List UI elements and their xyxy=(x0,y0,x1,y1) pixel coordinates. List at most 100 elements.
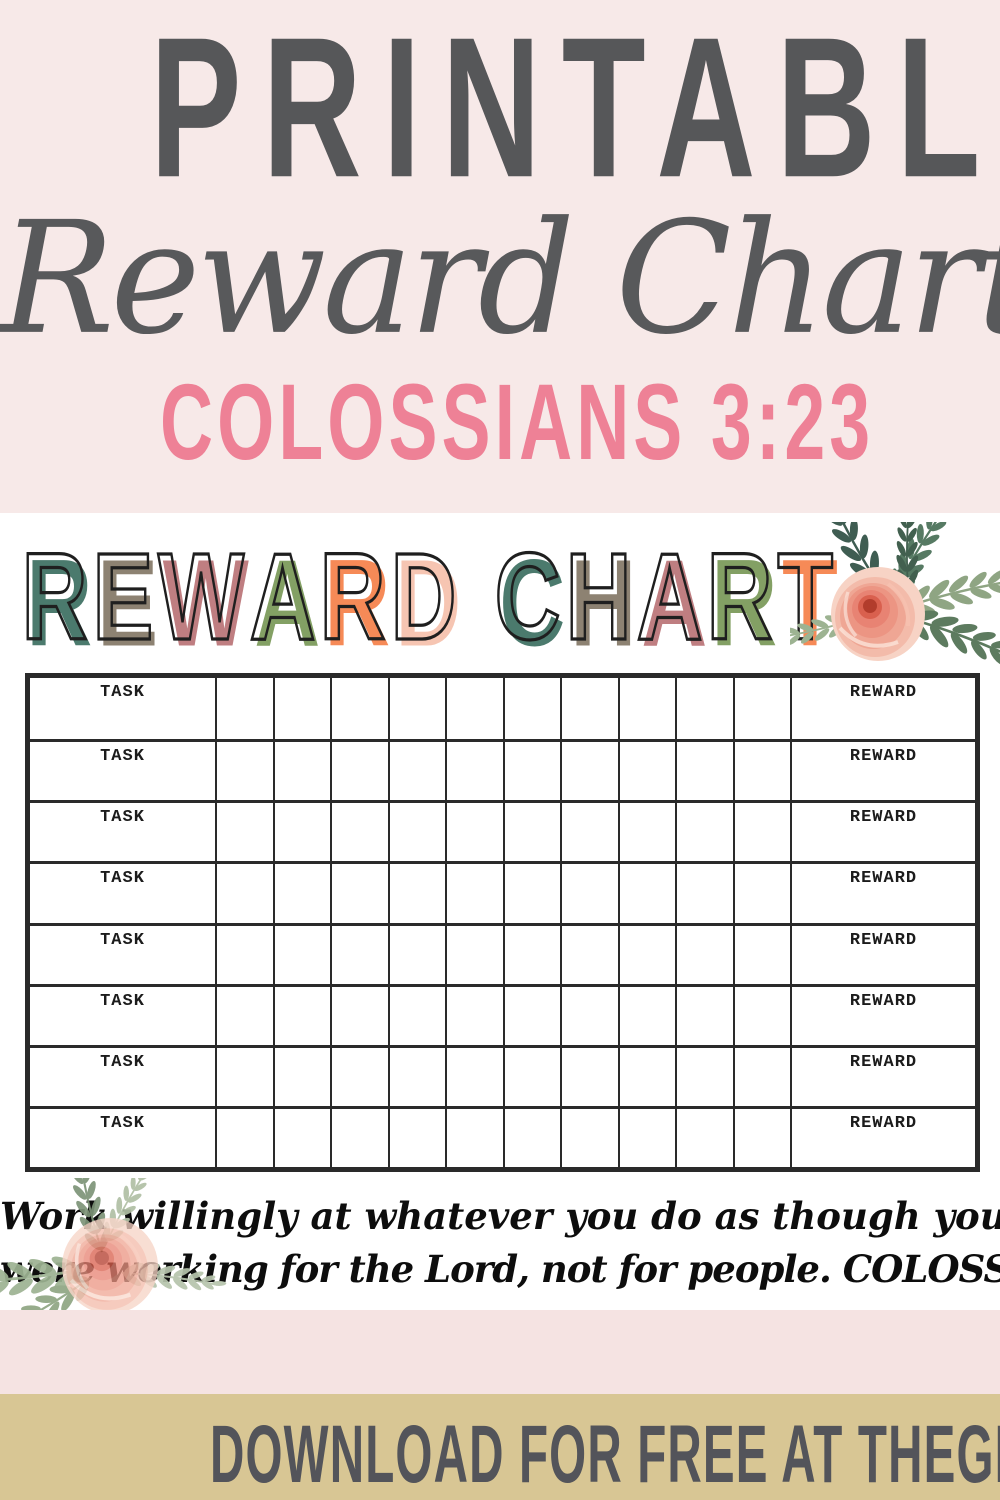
task-label: TASK xyxy=(100,808,145,828)
day-checkbox-cell xyxy=(502,925,561,984)
day-checkbox-cell xyxy=(560,864,618,923)
task-label: TASK xyxy=(100,683,145,702)
reward-label: REWARD xyxy=(849,930,918,950)
reward-cell: REWARD xyxy=(790,678,975,740)
day-checkbox-cell xyxy=(675,986,733,1045)
day-checkbox-cell xyxy=(675,1047,733,1106)
reward-cell: REWARD xyxy=(790,864,975,923)
task-label: TASK xyxy=(100,1113,145,1133)
day-checkbox-cell xyxy=(617,1047,676,1106)
task-label: TASK xyxy=(100,930,145,950)
day-checkbox-cell xyxy=(272,864,331,923)
day-checkbox-cell xyxy=(387,742,446,801)
table-row: TASK REWARD xyxy=(30,1044,975,1106)
day-checkbox-cell xyxy=(215,678,273,740)
task-label: TASK xyxy=(100,869,145,889)
quote-line-2: were working for the Lord, not for peopl… xyxy=(0,1247,1000,1291)
day-checkbox-cell xyxy=(502,1047,561,1106)
day-checkbox-cell xyxy=(675,925,733,984)
day-checkbox-cell xyxy=(330,864,388,923)
task-cell: TASK xyxy=(30,987,215,1045)
day-checkbox-cell xyxy=(272,1047,331,1106)
day-checkbox-cell xyxy=(617,803,676,862)
day-checkbox-cell xyxy=(330,986,388,1045)
day-checkbox-cell xyxy=(215,742,273,801)
day-checkbox-cell xyxy=(617,986,676,1045)
task-cell: TASK xyxy=(30,803,215,861)
day-checkbox-cell xyxy=(387,925,446,984)
day-checkbox-cell xyxy=(617,925,676,984)
day-checkbox-cell xyxy=(675,803,733,862)
reward-label: REWARD xyxy=(849,1052,918,1072)
task-cell: TASK xyxy=(30,926,215,984)
day-checkbox-cell xyxy=(215,864,273,923)
printable-title: PRINTABLE xyxy=(150,0,1000,220)
reward-label: REWARD xyxy=(849,869,918,889)
day-checkbox-cell xyxy=(560,678,618,740)
day-checkbox-cell xyxy=(502,864,561,923)
day-checkbox-cell xyxy=(330,678,388,740)
day-checkbox-cell xyxy=(732,864,791,923)
day-checkbox-cell xyxy=(272,678,331,740)
day-checkbox-cell xyxy=(215,1047,273,1106)
day-checkbox-cell xyxy=(445,925,503,984)
day-checkbox-cell xyxy=(617,742,676,801)
task-cell: TASK xyxy=(30,1048,215,1106)
day-checkbox-cell xyxy=(675,678,733,740)
day-checkbox-cell xyxy=(675,1108,733,1167)
day-checkbox-cell xyxy=(330,1047,388,1106)
day-checkbox-cell xyxy=(445,742,503,801)
day-checkbox-cell xyxy=(560,925,618,984)
task-label: TASK xyxy=(100,991,145,1011)
day-checkbox-cell xyxy=(387,864,446,923)
pink-spacer-band xyxy=(0,1310,1000,1394)
task-cell: TASK xyxy=(30,1109,215,1167)
reward-cell: REWARD xyxy=(790,986,975,1045)
reward-label: REWARD xyxy=(849,991,918,1011)
reward-cell: REWARD xyxy=(790,1108,975,1167)
day-checkbox-cell xyxy=(617,864,676,923)
table-row: TASK REWARD xyxy=(30,861,975,923)
task-cell: TASK xyxy=(30,678,215,739)
reward-cell: REWARD xyxy=(790,925,975,984)
day-checkbox-cell xyxy=(560,1047,618,1106)
day-checkbox-cell xyxy=(560,742,618,801)
verse-reference-title: COLOSSIANS 3:23 xyxy=(160,361,875,482)
day-checkbox-cell xyxy=(617,1108,676,1167)
reward-label: REWARD xyxy=(849,1113,918,1133)
day-checkbox-cell xyxy=(215,986,273,1045)
day-checkbox-cell xyxy=(502,803,561,862)
day-checkbox-cell xyxy=(272,1108,331,1167)
day-checkbox-cell xyxy=(445,986,503,1045)
day-checkbox-cell xyxy=(732,742,791,801)
table-row: TASK REWARD xyxy=(30,678,975,740)
day-checkbox-cell xyxy=(445,678,503,740)
reward-label: REWARD xyxy=(849,747,918,767)
table-row: TASK REWARD xyxy=(30,983,975,1045)
day-checkbox-cell xyxy=(732,986,791,1045)
day-checkbox-cell xyxy=(272,803,331,862)
day-checkbox-cell xyxy=(617,678,676,740)
day-checkbox-cell xyxy=(387,1108,446,1167)
task-label: TASK xyxy=(100,1052,145,1072)
footer-bar xyxy=(0,1394,1000,1500)
header-section: PRINTABLE Reward Chart COLOSSIANS 3:23 xyxy=(0,0,1000,513)
reward-cell: REWARD xyxy=(790,1047,975,1106)
day-checkbox-cell xyxy=(215,1108,273,1167)
day-checkbox-cell xyxy=(560,986,618,1045)
reward-label: REWARD xyxy=(849,808,918,828)
day-checkbox-cell xyxy=(272,742,331,801)
day-checkbox-cell xyxy=(215,803,273,862)
footer-download-text: DOWNLOAD FOR FREE AT THEGIRLCREATIVE.COM xyxy=(210,1409,1000,1500)
